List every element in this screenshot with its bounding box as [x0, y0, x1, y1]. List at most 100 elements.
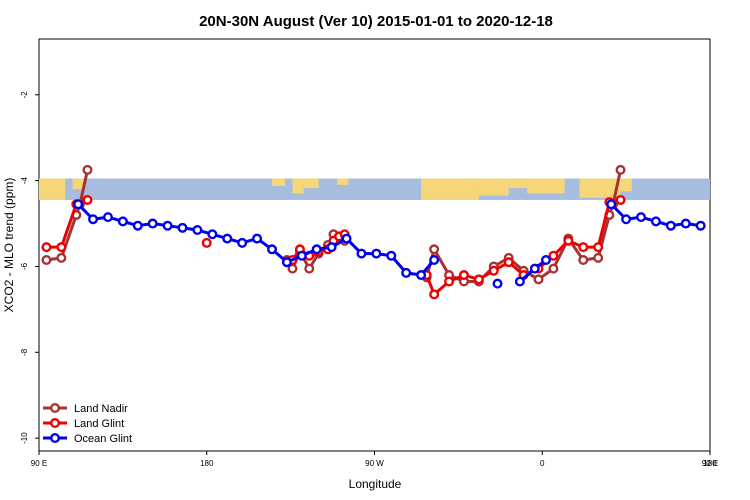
- data-point: [82, 164, 93, 175]
- data-point: [252, 233, 263, 244]
- data-point: [73, 199, 84, 210]
- data-point: [147, 218, 158, 229]
- series-layer: [41, 164, 706, 300]
- data-point: [695, 220, 706, 231]
- map-land-patch: [579, 178, 621, 198]
- map-land-patch: [271, 178, 286, 186]
- data-point: [281, 257, 292, 268]
- legend-marker: [50, 418, 61, 429]
- data-point: [529, 263, 540, 274]
- data-point: [540, 255, 551, 266]
- chart-title: 20N-30N August (Ver 10) 2015-01-01 to 20…: [199, 13, 553, 30]
- data-point: [533, 274, 544, 285]
- legend-marker: [50, 403, 61, 414]
- map-land-patch: [478, 178, 509, 196]
- map-land-patch: [292, 178, 304, 194]
- y-tick-label: -8: [20, 348, 29, 356]
- data-point: [304, 263, 315, 274]
- map-land-patch: [508, 178, 528, 189]
- data-point: [665, 220, 676, 231]
- data-point: [416, 270, 427, 281]
- data-point: [492, 278, 503, 289]
- data-point: [458, 270, 469, 281]
- y-tick-label: -6: [20, 262, 29, 270]
- x-tick-label: 90 E: [702, 459, 718, 468]
- data-point: [578, 242, 589, 253]
- data-point: [444, 276, 455, 287]
- map-land-patch: [72, 178, 84, 190]
- data-point: [401, 267, 412, 278]
- data-point: [162, 220, 173, 231]
- legend-label: Land Nadir: [74, 403, 128, 415]
- data-point: [615, 194, 626, 205]
- series-ocean-glint: [73, 199, 706, 289]
- data-point: [41, 242, 52, 253]
- data-point: [102, 212, 113, 223]
- data-point: [429, 244, 440, 255]
- data-point: [548, 250, 559, 261]
- data-point: [503, 257, 514, 268]
- y-axis: -2 -4 -6 -8 -10: [20, 91, 39, 444]
- legend-marker: [50, 433, 61, 444]
- y-tick-label: -4: [20, 177, 29, 185]
- x-tick-label: 180: [200, 459, 214, 468]
- data-point: [207, 229, 218, 240]
- y-tick-label: -10: [20, 432, 29, 444]
- data-point: [356, 248, 367, 259]
- data-point: [650, 216, 661, 227]
- x-tick-label: 90 W: [365, 459, 384, 468]
- x-tick-label: 90 E: [31, 459, 47, 468]
- data-point: [177, 222, 188, 233]
- data-point: [132, 220, 143, 231]
- data-point: [386, 250, 397, 261]
- data-point: [117, 216, 128, 227]
- y-tick-label: -2: [20, 91, 29, 99]
- data-point: [593, 252, 604, 263]
- map-land-patch: [620, 178, 632, 192]
- data-point: [636, 212, 647, 223]
- data-point: [326, 242, 337, 253]
- legend-label: Ocean Glint: [74, 433, 132, 445]
- data-point: [41, 255, 52, 266]
- data-point: [593, 242, 604, 253]
- data-point: [606, 199, 617, 210]
- data-point: [311, 244, 322, 255]
- data-point: [548, 263, 559, 274]
- data-point: [82, 194, 93, 205]
- data-point: [371, 248, 382, 259]
- data-point: [88, 214, 99, 225]
- y-axis-label: XCO2 - MLO trend (ppm): [2, 178, 16, 313]
- data-point: [615, 164, 626, 175]
- map-land-patch: [421, 178, 479, 200]
- data-point: [341, 233, 352, 244]
- data-point: [578, 255, 589, 266]
- data-point: [621, 214, 632, 225]
- map-land-patch: [527, 178, 565, 194]
- data-point: [514, 276, 525, 287]
- data-point: [296, 250, 307, 261]
- data-point: [680, 218, 691, 229]
- map-land-patch: [303, 178, 319, 189]
- data-point: [266, 244, 277, 255]
- legend-label: Land Glint: [74, 418, 124, 430]
- x-tick-label: 180: [703, 459, 717, 468]
- world-map-strip: [39, 178, 710, 200]
- data-point: [222, 233, 233, 244]
- data-point: [192, 224, 203, 235]
- x-axis-label: Longitude: [349, 477, 402, 491]
- x-tick-label: 0: [540, 459, 545, 468]
- data-point: [473, 274, 484, 285]
- legend: Land Nadir Land Glint Ocean Glint: [43, 403, 132, 445]
- map-land-patch: [337, 178, 349, 185]
- data-point: [429, 289, 440, 300]
- data-point: [429, 255, 440, 266]
- data-point: [488, 265, 499, 276]
- data-point: [563, 235, 574, 246]
- data-point: [56, 242, 67, 253]
- plot-frame: [38, 38, 711, 452]
- data-point: [201, 237, 212, 248]
- data-point: [237, 237, 248, 248]
- map-land-patch: [39, 178, 66, 200]
